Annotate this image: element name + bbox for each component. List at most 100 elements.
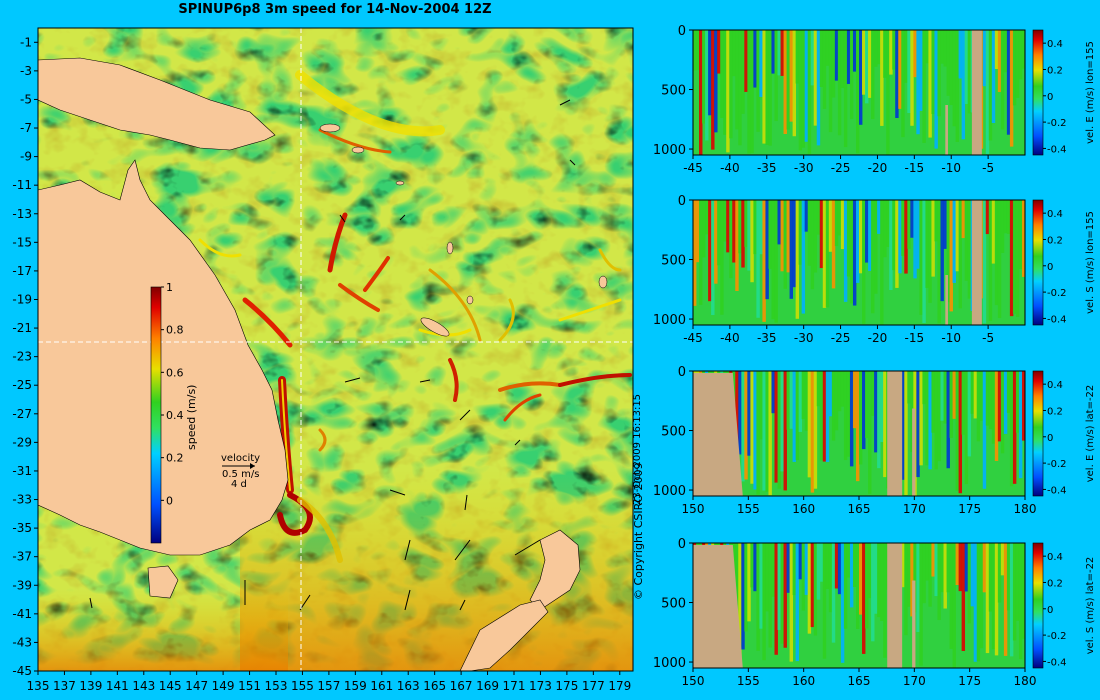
speed-colorbar [150,286,162,544]
section-xtick-label: -5 [982,331,994,345]
section-frame [692,199,1026,326]
section-colorbar-label: vel. S (m/s) lat=-22 [1085,557,1096,655]
section-xtick-label: -30 [794,331,814,345]
section-xtick-label: 175 [958,502,981,516]
section-xtick-label: -25 [831,161,851,175]
speed-colorbar-ticks: 0 0.2 0.4 0.6 0.8 1 [161,281,184,507]
section-xtick-label: 165 [848,674,871,688]
section-ytick-label: 500 [661,254,686,269]
main-ytick-label: -23 [12,350,32,364]
section-colorbar-tick-label: 0.4 [1047,380,1063,391]
section-xtick-label: -25 [831,331,851,345]
section-xtick-label: -20 [868,161,888,175]
main-xtick-label: 179 [608,679,631,693]
velocity-key-title: velocity [221,453,260,464]
main-xtick-label: 151 [238,679,261,693]
section-colorbar-label: vel. E (m/s) lat=-22 [1085,385,1096,483]
colorbar-tick-label: 0.2 [166,452,184,465]
section-xtick-label: -10 [941,331,961,345]
main-ytick-label: -7 [20,121,32,135]
section-land [945,200,982,325]
section-ytick-label: 0 [678,194,686,209]
main-xtick-label: 153 [265,679,288,693]
main-xtick-label: 155 [291,679,314,693]
main-ytick-label: -25 [12,378,32,392]
section-colorbar-tick-label: 0.4 [1047,209,1063,220]
main-xtick-label: 169 [476,679,499,693]
section-xtick-label: 170 [903,502,926,516]
main-xtick-label: 145 [159,679,182,693]
main-xtick-label: 137 [53,679,76,693]
main-xtick-label: 165 [423,679,446,693]
main-xtick-label: 163 [397,679,420,693]
section-xtick-label: 155 [737,502,760,516]
section-xtick-label: 155 [737,674,760,688]
main-xtick-label: 143 [132,679,155,693]
section-colorbar-tick-label: -0.4 [1047,144,1067,155]
colorbar-tick-label: 0 [166,494,173,507]
section-colorbar-tick-label: 0.2 [1047,406,1063,417]
section-xtick-label: -45 [683,161,703,175]
section-colorbar-tick-label: 0 [1047,92,1053,103]
section-colorbar [1032,370,1044,497]
main-ytick-label: -17 [12,264,32,278]
section-panel-2: -45 -40 -35 -30 -25 -20 -15 -10 -5 0 500 1000 0.4 0.2… [653,194,1096,345]
section-colorbar-tick-label: 0.4 [1047,552,1063,563]
section-xtick-label: -20 [868,331,888,345]
section-colorbar-tick-label: 0 [1047,433,1053,444]
main-xtick-label: 135 [27,679,50,693]
section-ytick-label: 1000 [653,143,686,158]
section-xtick-label: 180 [1014,502,1037,516]
section-xtick-label: 170 [903,674,926,688]
main-xtick-label: 159 [344,679,367,693]
section-ytick-label: 0 [678,365,686,380]
section-panels: -45 -40 -35 -30 -25 -20 -15 -10 -5 0 500 1000 0.4 0.2… [653,24,1096,688]
section-xtick-label: 150 [682,502,705,516]
section-colorbar-tick-label: 0.2 [1047,578,1063,589]
main-xtick-label: 147 [185,679,208,693]
main-xtick-label: 171 [503,679,526,693]
section-xtick-label: -10 [941,161,961,175]
main-ytick-label: -15 [12,235,32,249]
main-ytick-label: -33 [12,493,32,507]
main-xtick-label: 177 [582,679,605,693]
main-ytick-label: -1 [20,35,32,49]
main-xtick-label: 173 [529,679,552,693]
section-panel-1: -45 -40 -35 -30 -25 -20 -15 -10 -5 0 500 1000 0.4 0.2… [653,24,1096,175]
section-ytick-label: 500 [661,597,686,612]
section-land [945,30,982,155]
main-ytick-label: -11 [12,178,32,192]
main-ytick-label: -43 [12,635,32,649]
main-xtick-label: 139 [79,679,102,693]
section-colorbar-tick-label: 0.2 [1047,235,1063,246]
section-xtick-label: 150 [682,674,705,688]
main-ytick-label: -37 [12,550,32,564]
section-colorbar-tick-label: -0.2 [1047,288,1067,299]
main-ytick-label: -31 [12,464,32,478]
main-ytick-label: -27 [12,407,32,421]
section-colorbar [1032,542,1044,669]
section-colorbar-tick-label: -0.2 [1047,459,1067,470]
section-land [693,371,916,496]
section-colorbar-tick-label: 0 [1047,262,1053,273]
section-colorbar-tick-label: -0.4 [1047,657,1067,668]
section-frame [692,29,1026,156]
timestamp-text: 23-Oct-2009 16:13:15 [632,393,643,505]
speed-map [38,28,633,671]
main-xtick-label: 149 [212,679,235,693]
land-masses [38,57,581,671]
section-xtick-label: -15 [905,331,925,345]
section-land [693,543,916,668]
section-xtick-label: -40 [720,331,740,345]
colorbar-tick-label: 1 [166,281,173,294]
main-ytick-label: -5 [20,92,32,106]
main-ytick-label: -35 [12,521,32,535]
section-colorbar-label: vel. E (m/s) lon=155 [1085,41,1096,144]
section-panel-4: 150 155 160 165 170 175 180 0 500 1000 0.4 0.2 0 -0.2… [653,537,1096,688]
section-panel-3: 150 155 160 165 170 175 180 0 500 1000 0.4 0.2 0 -0.2… [653,365,1096,516]
main-xtick-label: 167 [450,679,473,693]
main-xtick-label: 175 [555,679,578,693]
section-colorbar-label: vel. S (m/s) lon=155 [1085,211,1096,314]
section-colorbar-tick-label: -0.4 [1047,314,1067,325]
velocity-key-duration: 4 d [231,479,247,490]
